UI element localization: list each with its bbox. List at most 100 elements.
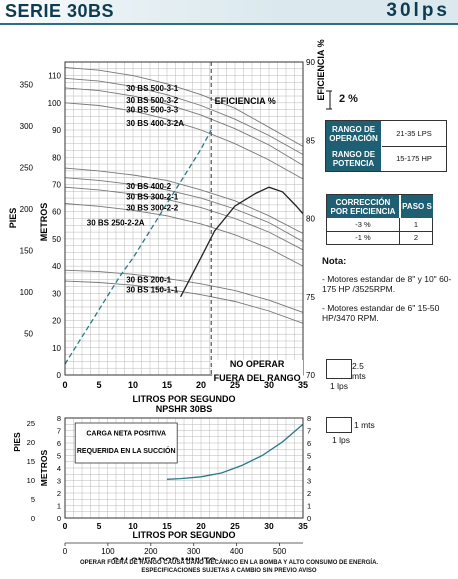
y-tick-label-right: 3 <box>307 477 311 486</box>
plot-frame <box>64 417 304 519</box>
range-power-label: RANGO DE POTENCIA <box>326 146 381 171</box>
scale-height-label: 2.5 mts <box>352 361 366 381</box>
annotation-box <box>74 422 178 464</box>
x-axis-label: LITROS POR SEGUNDO <box>132 394 235 404</box>
no-operate-backdrop <box>212 360 303 381</box>
main-axes: 0 5 10 15 20 25 30 35 LITROS POR SEGUNDO 0 10 20 30 4… <box>8 39 326 404</box>
y-tick-label-m: 6 <box>57 439 61 448</box>
npshr-chart: NPSHR 30BS CARGA NETA POSITIVA REQUERIDA E… <box>12 404 311 560</box>
y-tick-label-eff: 75 <box>306 293 315 302</box>
y-tick-label-ft: 0 <box>31 514 35 523</box>
pump-curve <box>64 280 304 324</box>
y-tick-label-m: 10 <box>52 344 61 353</box>
gpm-axis-label: GALONES POR MINUTO <box>112 556 216 560</box>
notes-title: Nota: <box>322 256 347 267</box>
performance-chart: 0 5 10 15 20 25 30 35 LITROS POR SEGUNDO 0 10 20 30 4… <box>8 39 326 404</box>
note-item: - Motores estandar de 8" y 10" 60-175 HP… <box>322 273 452 295</box>
pump-curve <box>64 102 304 180</box>
y-axis-label-eff: EFICIENCIA % <box>316 39 326 100</box>
y-tick-label-m: 3 <box>57 477 61 486</box>
gpm-tick-label: 500 <box>273 547 287 556</box>
curve-label: 30 BS 500-3-2 <box>126 96 179 105</box>
series-title: SERIE 30BS <box>5 1 115 21</box>
y-tick-label-m: 7 <box>57 427 61 436</box>
y-tick-label-m: 0 <box>57 514 61 523</box>
y-tick-label-m: 60 <box>52 208 61 217</box>
y-tick-label-ft: 250 <box>20 164 34 173</box>
y-tick-label-right: 7 <box>307 427 311 436</box>
npshr-curve <box>166 423 304 480</box>
efficiency-curve <box>180 186 304 298</box>
x-tick-label: 0 <box>62 380 67 390</box>
header-bar <box>0 0 458 23</box>
x-tick-label: 10 <box>128 521 138 531</box>
efficiency-label: EFICIENCIA % <box>215 96 276 106</box>
y-tick-label-ft: 10 <box>27 476 35 485</box>
scale-legend-main: 2.5 mts 1 lps <box>322 359 402 395</box>
y-tick-label-ft: 50 <box>24 330 33 339</box>
y-tick-label-m: 20 <box>52 317 61 326</box>
y-tick-label-ft: 350 <box>20 81 34 90</box>
correction-value-2: -1 % <box>327 231 400 244</box>
header-band: SERIE 30BS 30lps <box>0 0 458 27</box>
pump-curve <box>64 66 304 147</box>
y-axis-label-ft: PIES <box>12 432 22 452</box>
scale-height-label: 1 mts <box>354 420 375 430</box>
y-tick-label-m: 2 <box>57 489 61 498</box>
pump-curve <box>64 177 304 242</box>
curve-label: 30 BS 500-3-1 <box>126 84 179 93</box>
npshr-axes: NPSHR 30BS CARGA NETA POSITIVA REQUERIDA E… <box>12 404 311 560</box>
pump-curve <box>64 269 304 313</box>
x-tick-label: 35 <box>298 521 308 531</box>
range-table: RANGO DE OPERACIÓN 21-35 LPS RANGO DE PO… <box>325 120 447 172</box>
y-tick-label-ft: 15 <box>27 457 35 466</box>
scale-flow-label: 1 lps <box>332 435 350 445</box>
gpm-tick-label: 100 <box>101 547 115 556</box>
x-tick-label: 20 <box>196 380 206 390</box>
y-tick-label-right: 4 <box>307 464 311 473</box>
curve-label: 30 BS 150-1-1 <box>126 285 179 294</box>
y-tick-label-m: 30 <box>52 289 61 298</box>
gpm-tick-label: 300 <box>187 547 201 556</box>
pump-curve <box>64 186 304 251</box>
y-tick-label-right: 0 <box>307 514 311 523</box>
y-tick-label-ft: 300 <box>20 122 34 131</box>
x-tick-label: 15 <box>162 380 172 390</box>
curve-label: 30 BS 200-1 <box>126 276 171 285</box>
plot-frame <box>64 61 304 376</box>
y-axis-label-m: METROS <box>39 203 49 242</box>
x-tick-label: 15 <box>162 521 172 531</box>
footer: OPERAR FUERA DE RANGO CAUSA DAÑO MECÁNIC… <box>0 559 458 575</box>
y-tick-label-ft: 100 <box>20 288 34 297</box>
y-tick-label-eff: 80 <box>306 215 315 224</box>
npshr-title: NPSHR 30BS <box>156 404 213 414</box>
curve-label: 30 BS 400-3-2A <box>126 119 184 128</box>
note-item: - Motores estandar de 6" 15-50 HP/3470 R… <box>322 302 440 324</box>
x-tick-label: 30 <box>264 521 274 531</box>
pump-curve <box>64 87 304 166</box>
y-tick-label-m: 8 <box>57 414 61 423</box>
no-operate-label: NO OPERAR <box>230 359 285 369</box>
y-tick-label-right: 6 <box>307 439 311 448</box>
header-rule <box>0 23 458 25</box>
y-axis-label-ft: PIES <box>8 208 18 229</box>
x-tick-label: 25 <box>230 380 240 390</box>
x-tick-label: 30 <box>264 380 274 390</box>
operating-boundary-curve <box>64 129 212 365</box>
scale-box <box>326 417 352 433</box>
range-operation-value: 21-35 LPS <box>382 121 446 147</box>
gpm-tick-label: 200 <box>144 547 158 556</box>
y-tick-label-m: 5 <box>57 452 61 461</box>
pump-curve <box>64 167 304 234</box>
annotation-line: REQUERIDA EN LA SUCCIÓN <box>77 446 176 455</box>
y-tick-label-eff: 90 <box>306 58 315 67</box>
efficiency-scale-label: 2 % <box>339 93 358 105</box>
curve-label: 30 BS 250-2-2A <box>87 219 145 228</box>
correction-value-1: -3 % <box>327 218 400 232</box>
npshr-curves <box>166 423 304 480</box>
x-tick-label: 25 <box>230 521 240 531</box>
curve-label: 30 BS 300-2-1 <box>126 193 179 202</box>
y-tick-label-m: 0 <box>57 371 62 380</box>
y-tick-label-eff: 85 <box>306 136 315 145</box>
footer-disclaimer: ESPECIFICACIONES SUJETAS A CAMBIO SIN PR… <box>141 568 317 574</box>
